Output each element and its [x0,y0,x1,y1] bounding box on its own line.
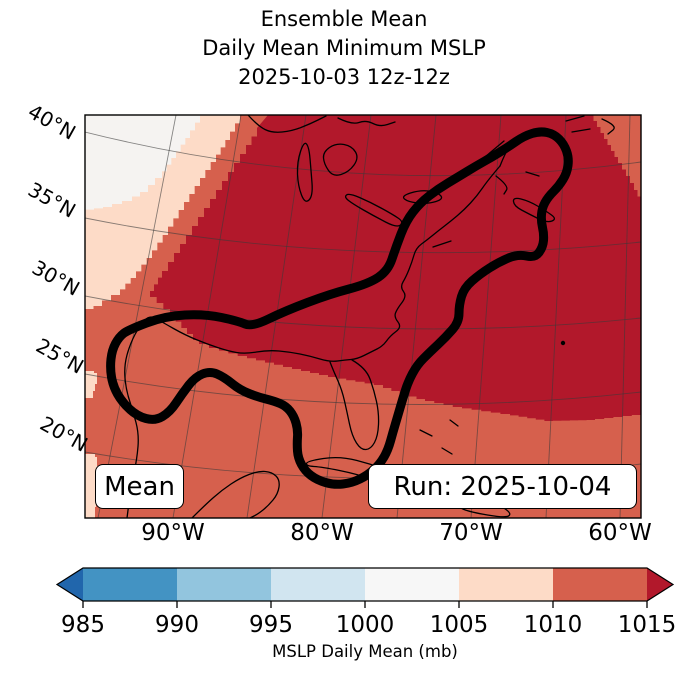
parallel-gridline [85,373,641,405]
colorbar-axis-label: MSLP Daily Mean (mb) [272,642,458,661]
coastline-path [525,171,540,177]
map-plot-area [85,115,641,518]
parallel-gridline [85,131,641,177]
coastline-path [495,175,508,195]
colorbar-ticks [82,601,648,608]
coastline-path [601,118,615,135]
title-line-1: Ensemble Mean [260,7,428,31]
meridian-gridline [97,115,177,518]
coastline-path [419,429,433,437]
lon-tick-label: 70°W [439,520,503,546]
chart-title: Ensemble Mean Daily Mean Minimum MSLP 20… [0,5,688,92]
colorbar: 985 990 995 1000 1005 1010 1015 MSLP Dai… [55,567,677,661]
colorbar-segment [365,568,459,601]
lon-tick-label: 90°W [141,520,205,546]
colorbar-segment [271,568,365,601]
lon-tick-label: 60°W [588,520,652,546]
colorbar-tick-label: 985 [61,612,105,638]
colorbar-tick-label: 1005 [430,612,489,638]
coastline-path [191,470,280,518]
title-line-2: Daily Mean Minimum MSLP [202,36,486,60]
colorbar-tick-label: 995 [249,612,293,638]
ensemble-mean-thick-contour [106,127,573,489]
colorbar-tick-label: 1010 [524,612,583,638]
run-date-annotation-box: Run: 2025-10-04 [368,464,637,509]
lon-tick-label: 80°W [290,520,354,546]
bermuda-island-dot [560,340,566,346]
fill-band-1005-1010 [85,371,97,408]
meridian-gridline [396,115,437,518]
coastline-path [565,115,585,122]
meridian-gridline [470,115,502,518]
coastline-path [571,128,591,133]
colorbar-tick-label: 990 [155,612,199,638]
coastline-path [432,240,452,248]
coastline-path [322,143,358,176]
colorbar-segment [553,568,647,601]
coastline-path [247,115,327,133]
coastline-path [441,447,453,455]
colorbar-segment [177,568,271,601]
coastline-path [512,197,556,223]
colorbar-under-arrow [57,568,83,601]
mean-annotation-text: Mean [104,471,175,502]
colorbar-over-arrow [647,568,673,601]
meridian-gridline [321,115,372,518]
colorbar-tick-label: 1000 [336,612,395,638]
coastline-path [296,142,313,202]
coastline-path [337,117,396,127]
colorbar-segment [459,568,553,601]
parallel-gridline [85,295,641,330]
coastline-path [449,419,459,427]
run-date-annotation-text: Run: 2025-10-04 [393,471,612,502]
meridian-gridline [619,115,631,518]
map-border [84,114,642,519]
title-line-3: 2025-10-03 12z-12z [238,65,450,89]
coastline-path [329,359,380,451]
parallel-gridline [85,217,641,254]
colorbar-segment [83,568,177,601]
coastline-path [124,165,501,518]
colorbar-tick-label: 1015 [618,612,677,638]
mean-annotation-box: Mean [95,464,184,509]
